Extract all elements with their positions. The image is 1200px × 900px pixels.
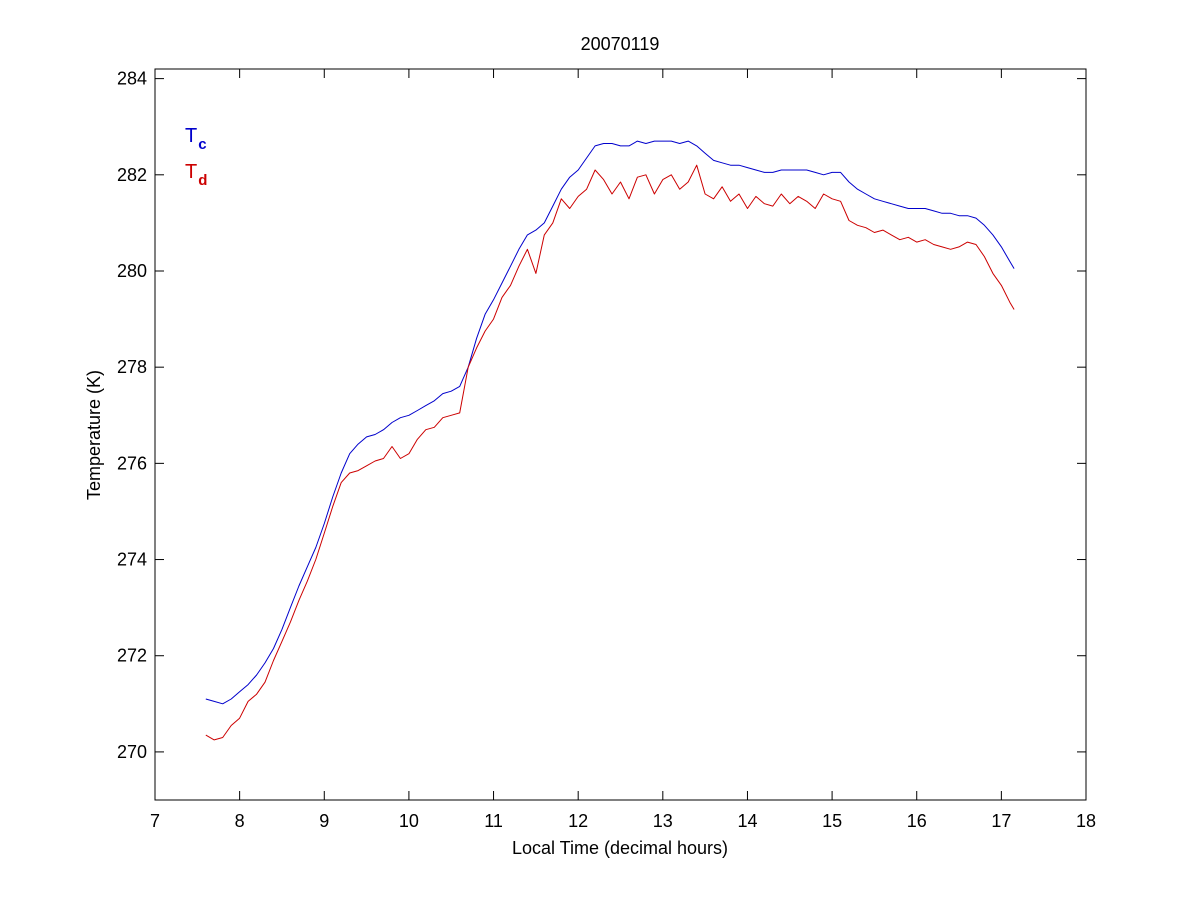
legend: Tc Td	[185, 125, 207, 189]
x-tick-label: 10	[399, 811, 419, 831]
chart-title: 20070119	[581, 34, 660, 54]
y-tick-label: 278	[117, 357, 147, 377]
series-line-td	[205, 164, 1015, 741]
y-tick-label: 272	[117, 646, 147, 666]
y-tick-label: 276	[117, 453, 147, 473]
x-tick-label: 14	[737, 811, 757, 831]
x-tick-label: 15	[822, 811, 842, 831]
x-axis-title: Local Time (decimal hours)	[512, 838, 728, 858]
x-tick-label: 12	[568, 811, 588, 831]
x-tick-label: 11	[484, 811, 503, 831]
y-tick-label: 274	[117, 550, 147, 570]
series-layer	[205, 140, 1015, 741]
y-tick-label: 284	[117, 69, 147, 89]
x-tick-label: 13	[653, 811, 673, 831]
x-tick-label: 16	[907, 811, 927, 831]
x-tick-label: 8	[235, 811, 245, 831]
x-tick-label: 17	[991, 811, 1011, 831]
y-tick-label: 280	[117, 261, 147, 281]
plot-area	[154, 68, 1087, 801]
x-tick-label: 18	[1076, 811, 1096, 831]
legend-entry: Tc	[185, 125, 207, 153]
legend-entry: Td	[185, 161, 207, 189]
y-axis: 270 272 274 276 278 280 282 284	[117, 69, 1086, 762]
y-tick-label: 270	[117, 742, 147, 762]
series-line-tc	[205, 140, 1015, 705]
x-tick-label: 7	[150, 811, 160, 831]
y-axis-title: Temperature (K)	[84, 370, 104, 500]
y-tick-label: 282	[117, 165, 147, 185]
x-tick-label: 9	[319, 811, 329, 831]
x-axis: 7 8 9 10 11 12 13 14 15 16 17 18	[150, 69, 1096, 831]
